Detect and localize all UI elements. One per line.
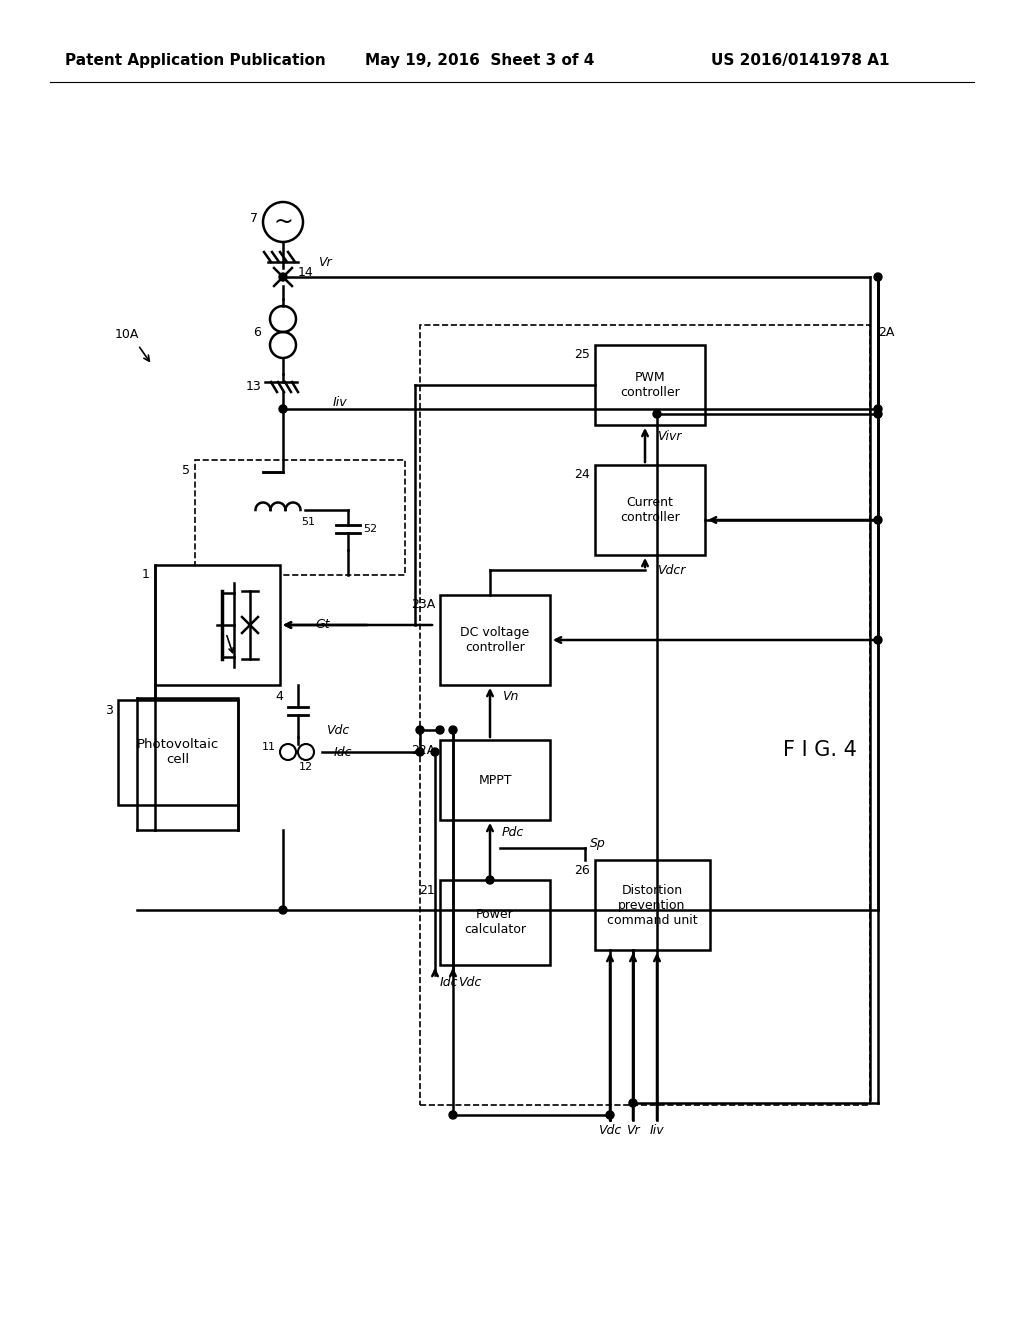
- Circle shape: [279, 405, 287, 413]
- Circle shape: [486, 876, 494, 884]
- Text: 25: 25: [574, 348, 590, 362]
- Text: ~: ~: [273, 210, 293, 234]
- Text: 22A: 22A: [411, 743, 435, 756]
- Text: Vr: Vr: [627, 1123, 640, 1137]
- Circle shape: [874, 636, 882, 644]
- Text: Power
calculator: Power calculator: [464, 908, 526, 936]
- Text: Vdc: Vdc: [458, 977, 481, 990]
- Bar: [595, 861, 710, 950]
- Circle shape: [431, 748, 439, 756]
- Text: Current
controller: Current controller: [621, 496, 680, 524]
- Text: Vr: Vr: [318, 256, 332, 269]
- Circle shape: [416, 748, 424, 756]
- Text: May 19, 2016  Sheet 3 of 4: May 19, 2016 Sheet 3 of 4: [366, 53, 595, 67]
- Text: Gt: Gt: [315, 619, 330, 631]
- Text: Vdc: Vdc: [598, 1123, 622, 1137]
- Text: 5: 5: [182, 463, 190, 477]
- Text: 11: 11: [262, 742, 276, 752]
- Text: PWM
controller: PWM controller: [621, 371, 680, 399]
- Bar: [440, 741, 550, 820]
- Text: Distortion
prevention
command unit: Distortion prevention command unit: [606, 883, 697, 927]
- Text: 12: 12: [299, 762, 313, 772]
- Text: Iiv: Iiv: [649, 1123, 665, 1137]
- Text: Patent Application Publication: Patent Application Publication: [65, 53, 326, 67]
- Text: US 2016/0141978 A1: US 2016/0141978 A1: [711, 53, 889, 67]
- Bar: [595, 465, 705, 554]
- Text: Vivr: Vivr: [657, 430, 682, 444]
- Text: Idc: Idc: [334, 746, 352, 759]
- Text: MPPT: MPPT: [478, 774, 512, 787]
- Text: 2A: 2A: [878, 326, 894, 339]
- Text: DC voltage
controller: DC voltage controller: [461, 626, 529, 653]
- Circle shape: [874, 405, 882, 413]
- Circle shape: [874, 411, 882, 418]
- Circle shape: [874, 516, 882, 524]
- Circle shape: [449, 726, 457, 734]
- Text: 1: 1: [142, 569, 150, 582]
- Circle shape: [449, 1111, 457, 1119]
- Text: 3: 3: [105, 704, 113, 717]
- Text: Vn: Vn: [502, 690, 518, 704]
- Text: 26: 26: [574, 863, 590, 876]
- Text: Pdc: Pdc: [502, 825, 524, 838]
- Bar: [595, 345, 705, 425]
- Circle shape: [279, 273, 287, 281]
- Text: 13: 13: [246, 380, 261, 393]
- Circle shape: [874, 273, 882, 281]
- Bar: [420, 325, 870, 1105]
- Text: Photovoltaic
cell: Photovoltaic cell: [137, 738, 219, 766]
- Bar: [440, 595, 550, 685]
- Text: Sp: Sp: [590, 837, 606, 850]
- Text: 21: 21: [419, 883, 435, 896]
- Text: Vdcr: Vdcr: [657, 564, 685, 577]
- Circle shape: [416, 726, 424, 734]
- Text: 6: 6: [253, 326, 261, 338]
- Text: 23A: 23A: [411, 598, 435, 611]
- Bar: [155, 565, 280, 685]
- Text: 14: 14: [298, 265, 313, 279]
- Circle shape: [653, 411, 662, 418]
- Circle shape: [629, 1100, 637, 1107]
- Text: Idc: Idc: [440, 977, 459, 990]
- Text: Vdc: Vdc: [326, 723, 349, 737]
- Bar: [195, 459, 406, 576]
- Bar: [118, 700, 238, 805]
- Text: 52: 52: [362, 524, 377, 535]
- Text: Iiv: Iiv: [333, 396, 347, 408]
- Circle shape: [606, 1111, 614, 1119]
- Text: F I G. 4: F I G. 4: [783, 741, 857, 760]
- Text: 7: 7: [250, 213, 258, 226]
- Circle shape: [436, 726, 444, 734]
- Bar: [440, 880, 550, 965]
- Text: 51: 51: [301, 517, 315, 527]
- Text: 24: 24: [574, 469, 590, 482]
- Circle shape: [279, 906, 287, 913]
- Text: 10A: 10A: [115, 329, 139, 342]
- Text: 4: 4: [275, 690, 283, 704]
